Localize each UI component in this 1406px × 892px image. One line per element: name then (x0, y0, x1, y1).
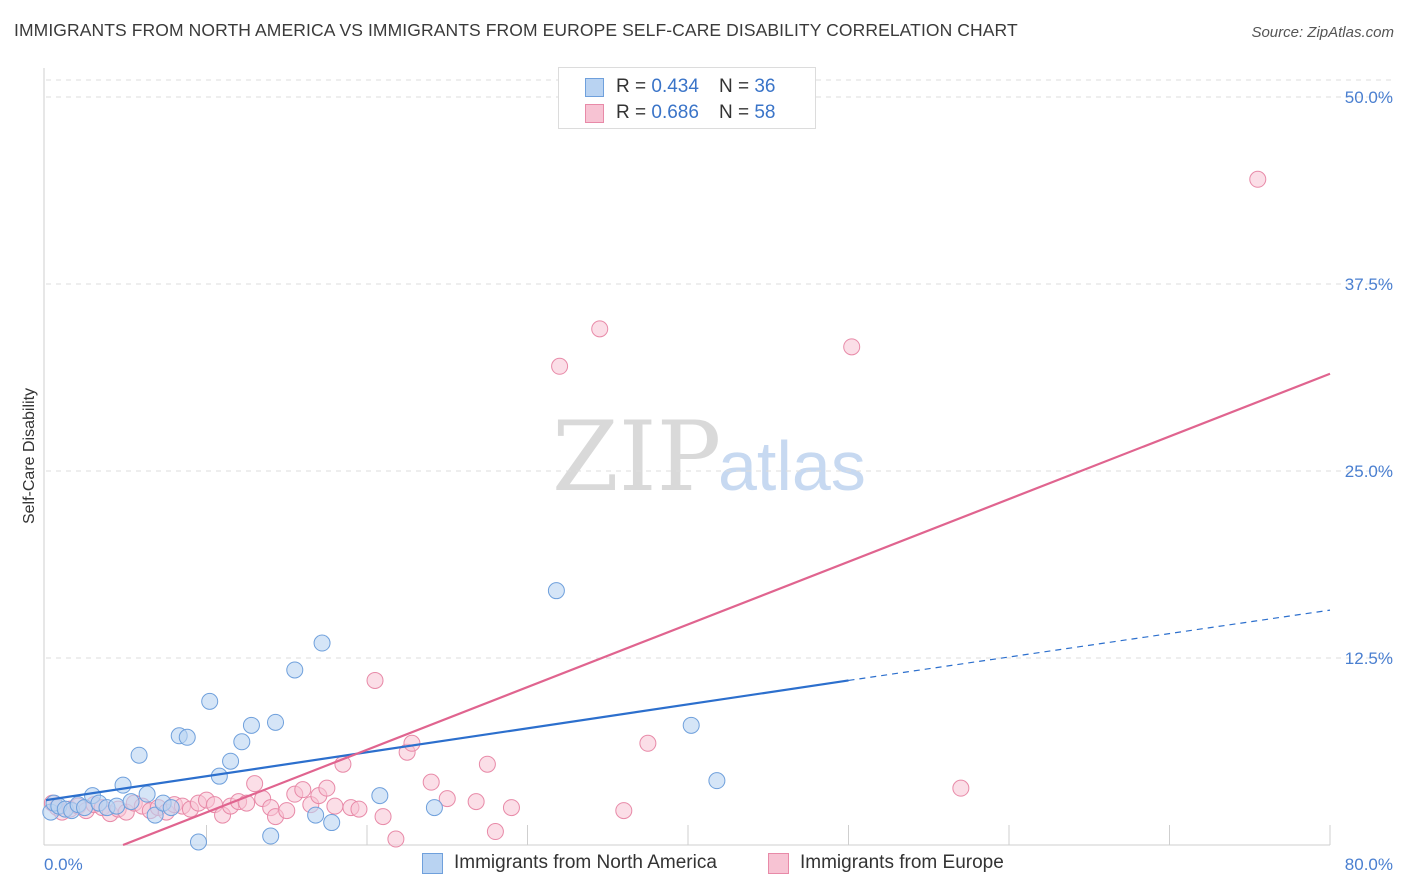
legend-swatch-blue (585, 77, 604, 97)
trend-lines (45, 372, 1331, 847)
europe-point (403, 734, 421, 752)
europe-point (952, 779, 970, 797)
north-america-trend-line (45, 679, 849, 802)
north-america-point (307, 806, 325, 824)
north-america-point (286, 661, 304, 679)
europe-point (278, 802, 296, 820)
europe-point (438, 790, 456, 808)
europe-point (318, 779, 336, 797)
watermark: ZIP atlas (552, 401, 866, 513)
y-axis-title: Self-Care Disability (21, 388, 38, 524)
legend-row-north-america: R = 0.434 N = 36 (585, 75, 775, 99)
europe-point (387, 830, 405, 848)
legend-n-value: 58 (754, 102, 776, 123)
europe-point (478, 755, 496, 773)
north-america-point (425, 799, 443, 817)
north-america-point (162, 799, 180, 817)
grid-lines (46, 79, 1392, 659)
north-america-point (708, 772, 726, 790)
europe-point (374, 808, 392, 826)
north-america-point (178, 728, 196, 746)
y-tick-label: 25.0% (1345, 462, 1393, 481)
bottom-legend-north-america: Immigrants from North America (422, 852, 717, 874)
europe-point (294, 781, 312, 799)
bottom-legend-swatch-blue (422, 852, 443, 874)
x-tick-label: 80.0% (1345, 855, 1393, 874)
north-america-point (547, 582, 565, 600)
north-america-point (222, 752, 240, 770)
north-america-point (233, 733, 251, 751)
bottom-legend-swatch-pink (768, 852, 789, 874)
bottom-legend-europe: Immigrants from Europe (768, 852, 1004, 874)
legend-r-label: R = (616, 102, 647, 123)
north-america-point (189, 833, 207, 851)
europe-point (1249, 170, 1267, 188)
north-america-point (267, 713, 285, 731)
bottom-legend-label: Immigrants from Europe (800, 852, 1004, 873)
europe-point (502, 799, 520, 817)
north-america-point (242, 716, 260, 734)
legend-n-label: N = (718, 76, 750, 97)
north-america-point (323, 814, 341, 832)
north-america-point (682, 716, 700, 734)
y-tick-label: 37.5% (1345, 275, 1393, 294)
europe-point (639, 734, 657, 752)
europe-point (246, 775, 264, 793)
north-america-points (42, 582, 726, 851)
y-tick-label: 50.0% (1345, 88, 1393, 107)
y-tick-label: 12.5% (1345, 649, 1393, 668)
legend-row-europe: R = 0.686 N = 58 (585, 101, 775, 125)
north-america-point (371, 787, 389, 805)
legend-n-value: 36 (754, 76, 776, 97)
chart-title: IMMIGRANTS FROM NORTH AMERICA VS IMMIGRA… (14, 20, 1018, 40)
north-america-point (122, 793, 140, 811)
europe-point (551, 357, 569, 375)
europe-point (467, 793, 485, 811)
legend-n-label: N = (718, 102, 750, 123)
source-label: Source: ZipAtlas.com (1251, 24, 1394, 41)
europe-point (843, 338, 861, 356)
x-tick-label: 0.0% (44, 855, 83, 874)
europe-point (591, 320, 609, 338)
europe-point (422, 773, 440, 791)
north-america-point (262, 827, 280, 845)
legend-r-label: R = (616, 76, 647, 97)
europe-trend-line (122, 372, 1331, 847)
europe-point (326, 797, 344, 815)
legend-r-value: 0.686 (651, 102, 699, 123)
north-america-point (114, 776, 132, 794)
europe-point (366, 671, 384, 689)
north-america-trend-extension (848, 609, 1331, 682)
watermark-zip: ZIP (552, 401, 721, 513)
north-america-point (146, 806, 164, 824)
legend-swatch-pink (585, 103, 604, 123)
europe-point (350, 800, 368, 818)
legend-r-value: 0.434 (651, 76, 699, 97)
europe-point (615, 802, 633, 820)
north-america-point (201, 692, 219, 710)
north-america-point (130, 746, 148, 764)
europe-point (486, 823, 504, 841)
north-america-point (138, 785, 156, 803)
watermark-atlas: atlas (718, 427, 866, 505)
tick-labels: 12.5% 25.0% 37.5% 50.0% 0.0% 80.0% (44, 88, 1393, 874)
bottom-legend-label: Immigrants from North America (454, 852, 717, 873)
axes (43, 68, 1331, 846)
correlation-legend: R = 0.434 N = 36 R = 0.686 N = 58 (558, 67, 816, 129)
north-america-point (108, 797, 126, 815)
north-america-point (313, 634, 331, 652)
